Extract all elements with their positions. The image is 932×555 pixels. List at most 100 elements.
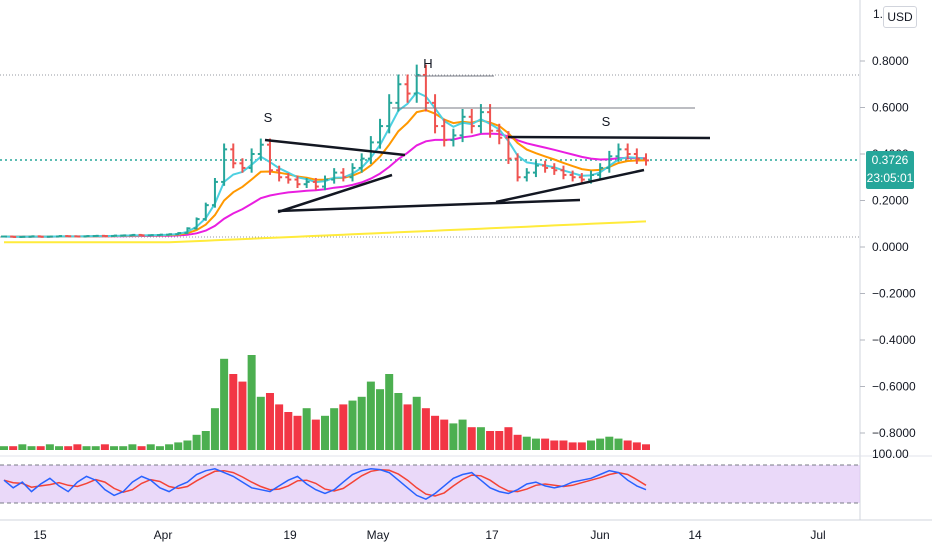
volume-bar [91,446,100,450]
volume-bar [559,440,568,450]
volume-bar [82,446,91,450]
volume-bar [183,440,192,450]
y-tick-label: −0.2000 [872,287,916,301]
volume-bar [275,404,284,450]
volume-bar [348,400,357,450]
volume-bar [18,444,27,450]
volume-bar [9,446,18,450]
y-tick-label: 0.0000 [872,240,909,254]
volume-bar [623,440,632,450]
volume-bar [256,396,265,450]
volume-bar [376,389,385,450]
volume-bar [321,415,329,450]
volume-bar [632,442,641,450]
volume-bar [265,393,274,450]
volume-bar [467,427,476,450]
volume-bar [155,446,164,450]
trend-line [264,138,406,157]
volume-bar [531,438,540,450]
volume-bar [174,442,183,450]
pattern-annotation: S [264,110,273,125]
volume-bar [449,423,458,450]
volume-bar [476,427,485,450]
currency-selector[interactable]: USD [883,6,917,28]
volume-bar [357,396,366,450]
volume-bar [366,381,375,450]
volume-bar [137,446,146,450]
volume-bar [339,404,348,450]
x-tick-label: Jul [810,528,825,542]
volume-bar [550,440,559,450]
volume-bar [201,431,210,450]
volume-bar [412,396,421,450]
volume-bar [238,381,247,450]
volume-bar [165,444,174,450]
volume-bar [247,355,256,450]
x-tick-label: May [367,528,390,542]
bar-countdown: 23:05:01 [866,171,914,185]
volume-bar [504,427,513,450]
stoch-k-line [3,468,647,501]
volume-bar [596,438,605,450]
volume-bar [541,438,550,450]
ma-fast-line [3,90,647,238]
axis-top-label: 1. [873,7,884,21]
volume-bar [614,438,623,450]
volume-bar [495,431,504,450]
stoch-d-line [3,468,647,497]
volume-bar [192,434,201,450]
volume-bar [458,419,467,450]
volume-bar [293,415,302,450]
volume-bar [642,444,650,450]
y-tick-label: −0.8000 [872,426,916,440]
last-price-badge: 0.3726 23:05:01 [866,151,914,189]
x-tick-label: Jun [590,528,609,542]
volume-bar [440,419,449,450]
y-tick-label: −0.4000 [872,333,916,347]
volume-bar [128,444,137,450]
volume-bar [330,408,339,450]
volume-bar [486,431,495,450]
volume-bar [605,436,614,450]
pattern-annotation: H [423,56,432,71]
y-tick-label: 0.2000 [872,194,909,208]
volume-bar [100,444,109,450]
volume-bar [394,393,403,450]
volume-bar [0,446,8,450]
volume-bar [119,446,128,450]
volume-bar [73,444,82,450]
volume-bar [385,374,394,450]
volume-bar [513,434,522,450]
y-tick-label: 0.6000 [872,101,909,115]
volume-bar [311,419,320,450]
volume-bar [229,374,238,450]
trend-line [277,198,581,213]
volume-bar [55,446,64,450]
trend-line [277,173,393,214]
ma-mid-line [3,109,647,238]
volume-bar [45,444,54,450]
volume-bar [586,440,595,450]
last-price-value: 0.3726 [871,153,909,167]
ma-long-line [4,220,647,244]
volume-bar [431,415,440,450]
pattern-annotation: S [602,114,611,129]
volume-scale-label: 100.00 [872,447,909,461]
volume-bar [210,408,219,450]
volume-bar [421,408,430,450]
y-tick-label: −0.6000 [872,380,916,394]
volume-bar [284,412,293,450]
volume-bar [577,442,586,450]
volume-bar [64,446,73,450]
x-tick-label: 15 [33,528,47,542]
y-tick-label: 0.8000 [872,54,909,68]
volume-bar [110,446,119,450]
volume-bar [568,442,577,450]
x-tick-label: 17 [485,528,499,542]
x-tick-label: Apr [154,528,173,542]
trend-line [495,168,645,204]
volume-bar [522,436,531,450]
volume-bar [220,358,229,450]
